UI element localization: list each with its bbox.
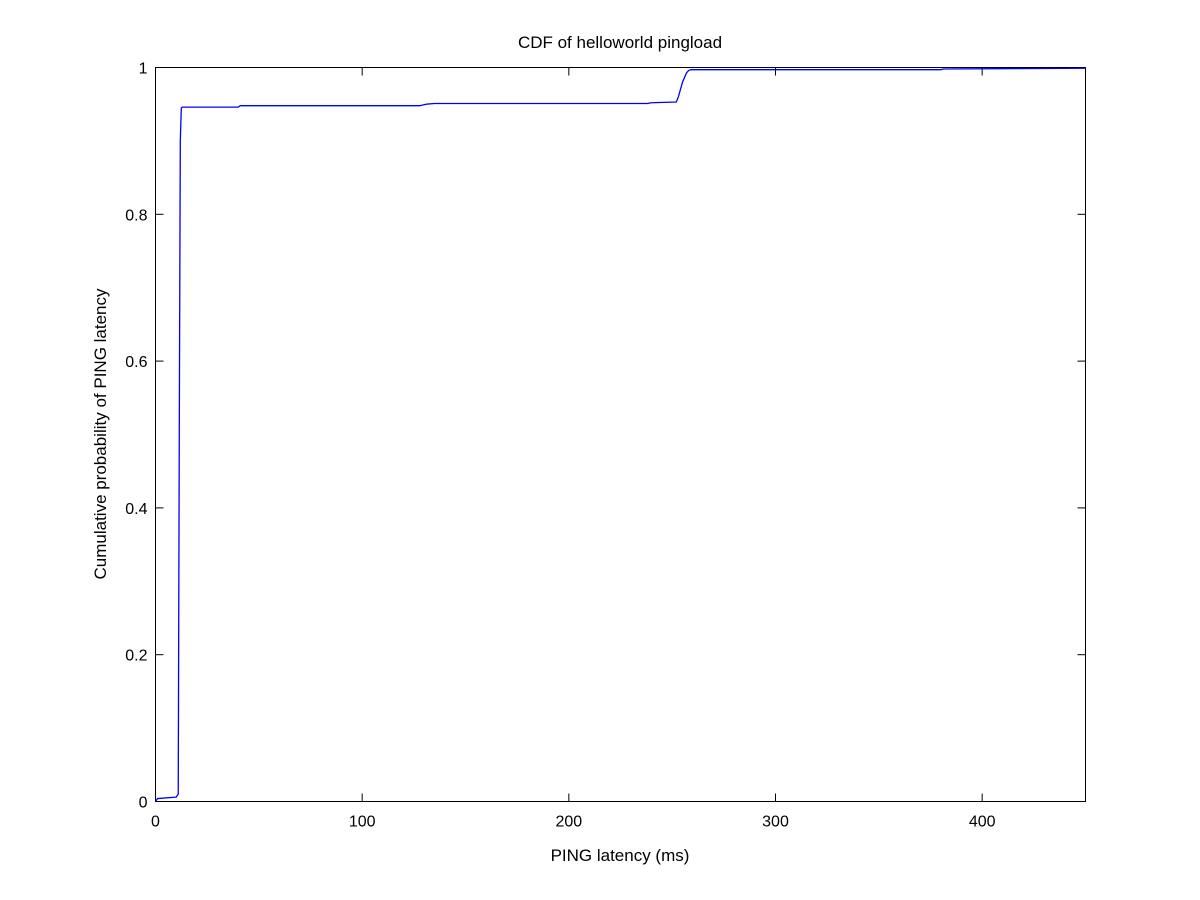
x-tick-label: 400 [969, 814, 996, 831]
y-tick-label: 0.2 [125, 648, 147, 665]
x-axis-title: PING latency (ms) [551, 846, 690, 865]
chart-title: CDF of helloworld pingload [518, 33, 722, 52]
plot-frame [155, 67, 1086, 802]
x-tick-label: 100 [349, 814, 376, 831]
y-axis-title: Cumulative probability of PING latency [91, 288, 110, 580]
series-layer [154, 67, 1086, 802]
cdf-series-line [154, 67, 1086, 802]
x-tick-label: 0 [151, 814, 160, 831]
y-tick-label: 0.4 [125, 501, 147, 518]
y-tick-label: 0 [139, 795, 148, 812]
x-tick-label: 300 [762, 814, 789, 831]
y-tick-label: 0.8 [125, 207, 147, 224]
y-tick-label: 0.6 [125, 354, 147, 371]
x-axis: 0 100 200 300 400 [151, 67, 996, 831]
x-tick-label: 200 [555, 814, 582, 831]
y-axis: 0 0.2 0.4 0.6 0.8 1 [125, 61, 1086, 812]
plot-area: 0 100 200 300 400 0 0.2 0.4 0.6 0.8 1 [125, 61, 1086, 831]
y-tick-label: 1 [139, 61, 148, 78]
